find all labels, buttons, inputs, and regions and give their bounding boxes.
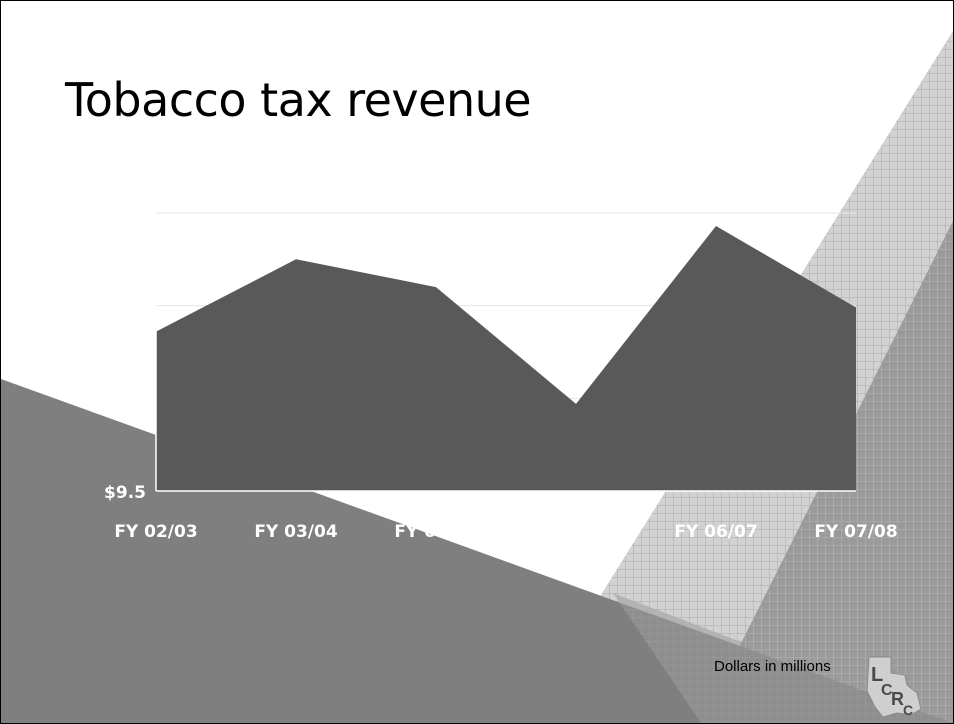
lcrc-logo: L C R C	[866, 656, 922, 718]
slide-title: Tobacco tax revenue	[65, 73, 532, 127]
svg-text:L: L	[871, 664, 883, 686]
x-tick-label: FY 03/04	[254, 522, 338, 542]
x-tick-label: FY 02/03	[114, 522, 197, 542]
svg-text:C: C	[903, 702, 913, 718]
y-tick-label: $10.0	[92, 390, 146, 410]
y-tick-label: $10.5	[92, 298, 146, 318]
svg-text:C: C	[881, 682, 893, 699]
svg-text:R: R	[891, 689, 904, 709]
x-tick-label: FY 04/05	[394, 522, 477, 542]
x-tick-label: FY 05/06	[534, 522, 617, 542]
area-series	[156, 226, 856, 491]
x-tick-label: FY 07/08	[814, 522, 897, 542]
x-tick-label: FY 06/07	[674, 522, 757, 542]
y-tick-label: $9.5	[104, 483, 146, 503]
units-note: Dollars in millions	[714, 658, 831, 675]
y-tick-label: $11.0	[92, 205, 146, 225]
